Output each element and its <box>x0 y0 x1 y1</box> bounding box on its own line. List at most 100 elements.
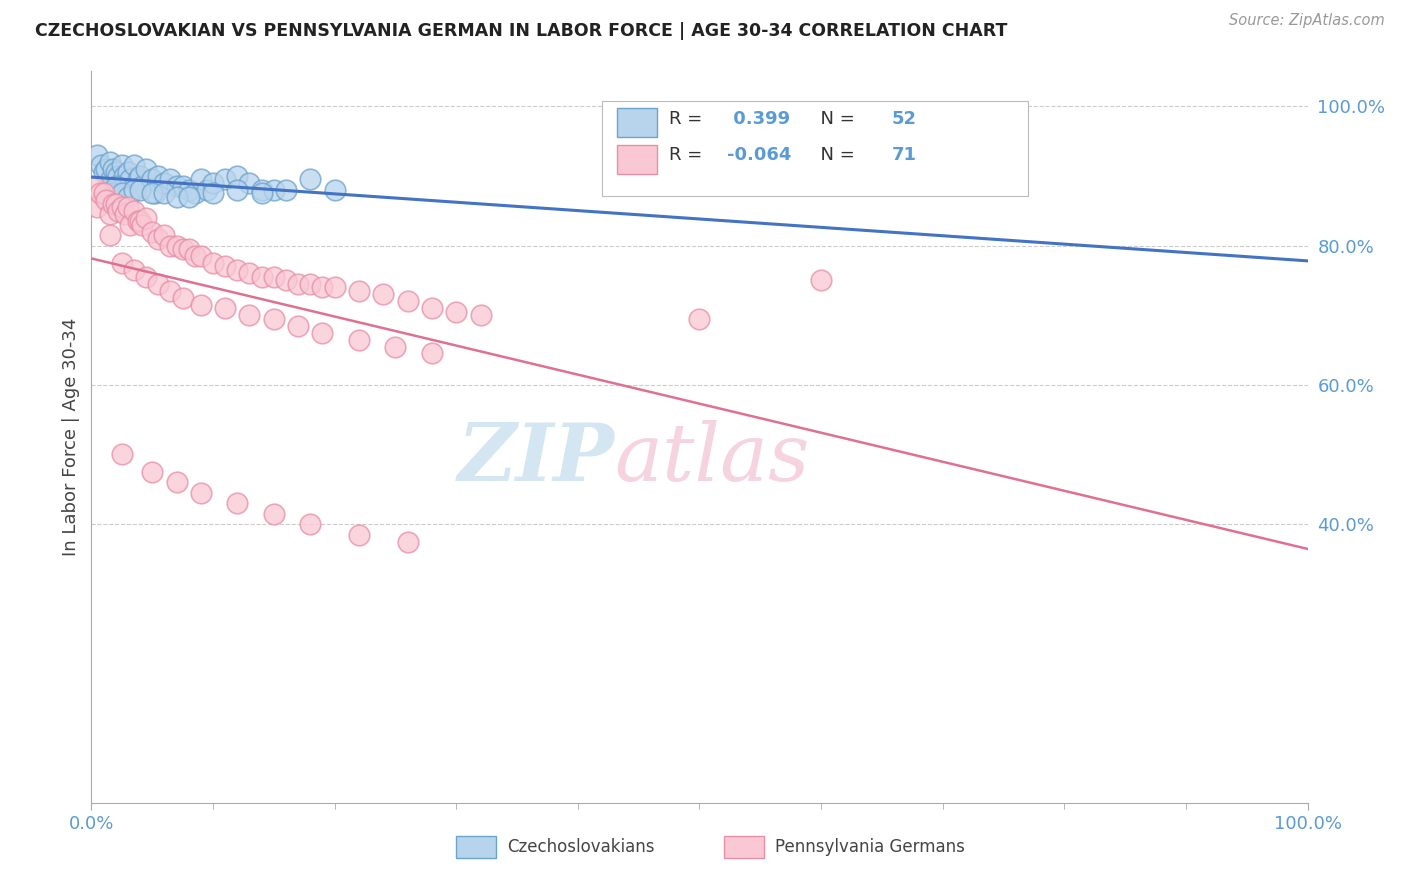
Bar <box>456 836 496 858</box>
Point <box>299 172 322 186</box>
Text: ZIP: ZIP <box>457 420 614 498</box>
Text: CZECHOSLOVAKIAN VS PENNSYLVANIA GERMAN IN LABOR FORCE | AGE 30-34 CORRELATION CH: CZECHOSLOVAKIAN VS PENNSYLVANIA GERMAN I… <box>35 22 1008 40</box>
Point <box>177 242 200 256</box>
Point <box>347 333 370 347</box>
Point <box>420 301 443 316</box>
Point <box>86 200 108 214</box>
Point <box>114 207 136 221</box>
Point <box>190 485 212 500</box>
Point <box>299 277 322 291</box>
Point <box>98 155 121 169</box>
Point <box>810 273 832 287</box>
Point <box>214 301 236 316</box>
Text: 0.399: 0.399 <box>727 110 790 128</box>
Point <box>129 169 152 183</box>
Text: N =: N = <box>808 110 860 128</box>
Point <box>153 176 176 190</box>
Point <box>98 186 121 201</box>
Point <box>274 273 297 287</box>
Point <box>373 287 395 301</box>
Point <box>111 158 134 172</box>
Point <box>127 214 149 228</box>
Point <box>117 165 139 179</box>
Point <box>98 228 121 243</box>
Point <box>263 507 285 521</box>
Point <box>202 256 225 270</box>
Point <box>250 186 273 201</box>
Point <box>93 190 115 204</box>
Point <box>141 172 163 186</box>
Point <box>104 196 127 211</box>
Point <box>166 238 188 252</box>
Point <box>122 263 145 277</box>
Point <box>166 179 188 194</box>
Point <box>263 269 285 284</box>
Point <box>111 186 134 201</box>
Text: -0.064: -0.064 <box>727 146 792 164</box>
Point <box>159 284 181 298</box>
Point <box>103 196 125 211</box>
Bar <box>617 108 657 137</box>
Point <box>172 179 194 194</box>
Point <box>111 200 134 214</box>
Point <box>93 186 115 201</box>
Point <box>226 496 249 510</box>
Point <box>420 346 443 360</box>
Point <box>202 186 225 201</box>
Point <box>159 172 181 186</box>
Point <box>148 169 170 183</box>
Text: R =: R = <box>669 146 709 164</box>
Point <box>184 249 207 263</box>
Point <box>250 269 273 284</box>
Point <box>83 179 105 194</box>
Point <box>111 256 134 270</box>
Point <box>153 186 176 201</box>
Bar <box>617 145 657 174</box>
Point <box>311 326 333 340</box>
Point <box>141 186 163 201</box>
Point <box>172 291 194 305</box>
Point <box>104 165 127 179</box>
Point <box>129 214 152 228</box>
Point <box>159 238 181 252</box>
Point <box>107 169 129 183</box>
Point <box>444 304 467 318</box>
Point <box>238 176 260 190</box>
Text: Czechoslovakians: Czechoslovakians <box>508 838 655 855</box>
Point <box>143 186 166 201</box>
Point <box>120 172 142 186</box>
Point <box>111 448 134 462</box>
Point <box>135 161 157 176</box>
Point <box>287 318 309 333</box>
Point <box>98 207 121 221</box>
Point <box>103 161 125 176</box>
Point <box>195 183 218 197</box>
Point <box>166 475 188 490</box>
Point <box>226 183 249 197</box>
Point <box>127 172 149 186</box>
Y-axis label: In Labor Force | Age 30-34: In Labor Force | Age 30-34 <box>62 318 80 557</box>
Point <box>120 218 142 232</box>
Point <box>89 186 111 201</box>
Point <box>238 266 260 280</box>
Point <box>129 183 152 197</box>
Point <box>323 280 346 294</box>
Point <box>131 218 153 232</box>
Point <box>104 179 127 194</box>
Point <box>148 277 170 291</box>
Text: N =: N = <box>808 146 860 164</box>
Point <box>177 183 200 197</box>
Point <box>184 186 207 201</box>
Text: atlas: atlas <box>614 420 810 498</box>
Point <box>263 311 285 326</box>
Point <box>172 242 194 256</box>
Point <box>122 158 145 172</box>
Point <box>190 249 212 263</box>
Point <box>141 465 163 479</box>
Point <box>287 277 309 291</box>
Point <box>135 269 157 284</box>
Point <box>202 176 225 190</box>
Point <box>263 183 285 197</box>
Point <box>153 228 176 243</box>
Point <box>190 298 212 312</box>
